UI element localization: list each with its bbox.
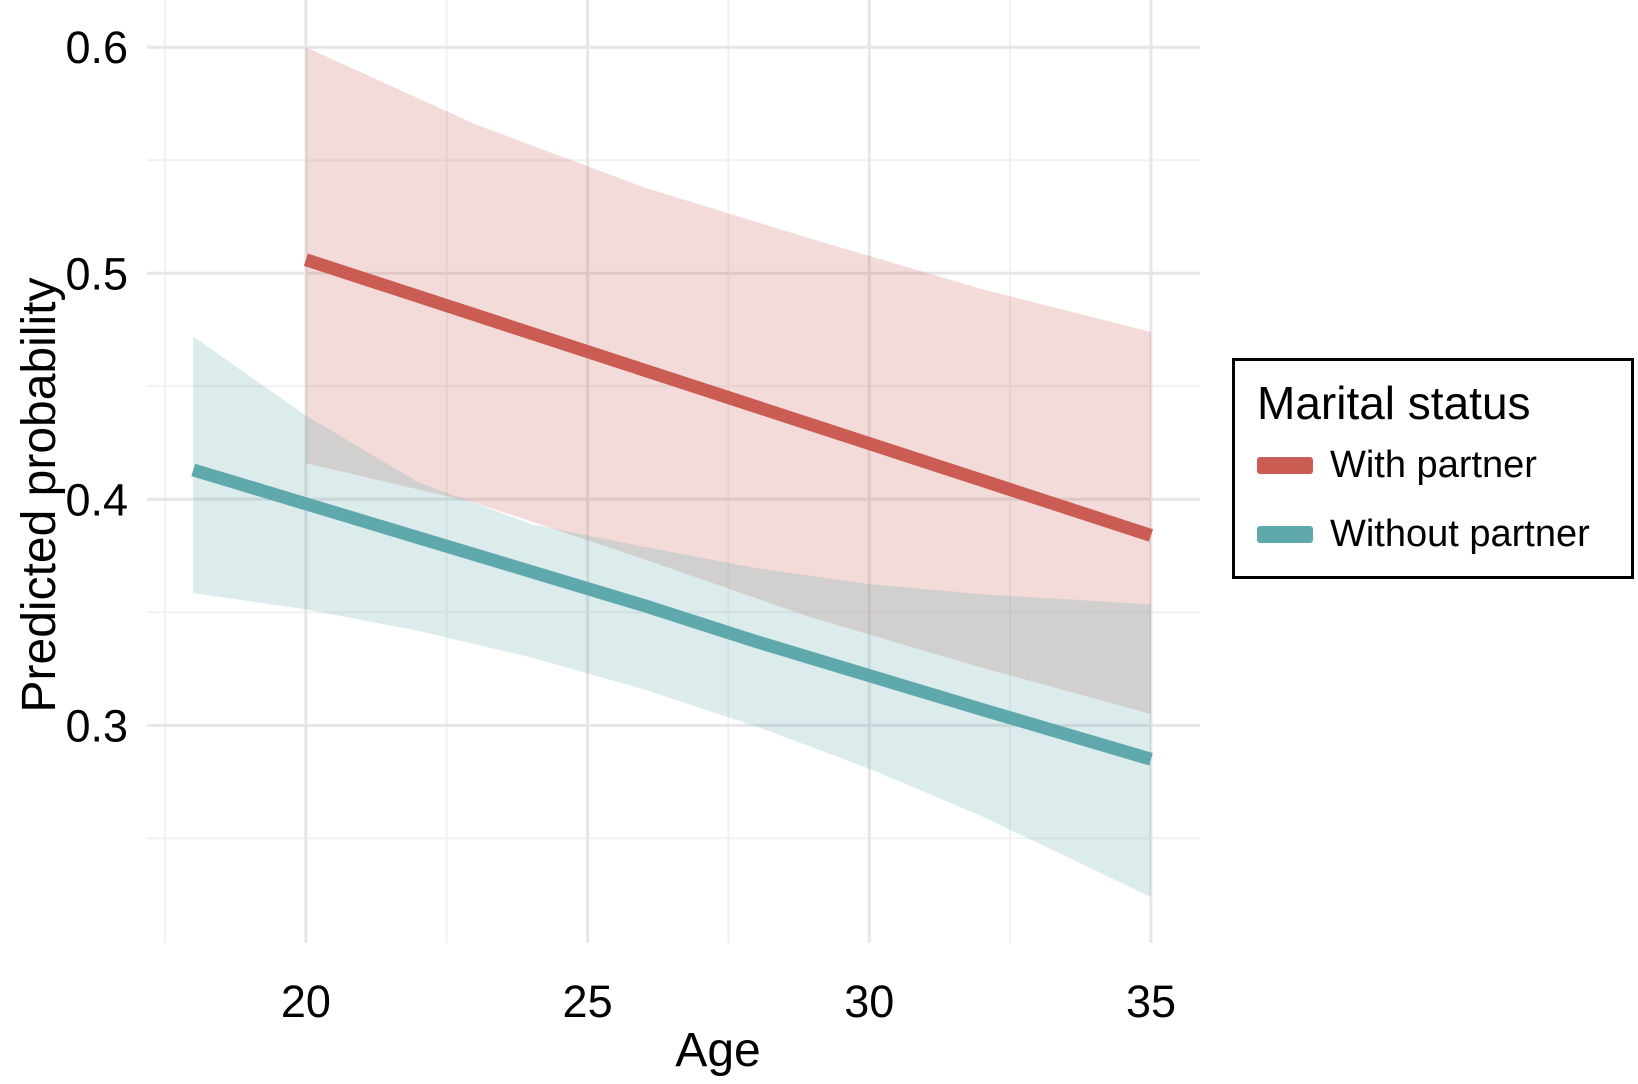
legend-entry-without-partner: Without partner (1257, 512, 1590, 555)
y-tick-label: 0.5 (65, 248, 128, 299)
y-tick-label: 0.4 (65, 474, 128, 525)
x-tick-label: 25 (563, 976, 613, 1027)
ci-ribbon-with-partner (305, 47, 1151, 715)
x-axis-title: Age (675, 1024, 760, 1077)
legend-key-swatch-without-partner (1257, 525, 1313, 543)
legend-entry-with-partner: With partner (1257, 443, 1537, 486)
x-tick-label: 30 (844, 976, 894, 1027)
legend-key-swatch-with-partner (1257, 456, 1313, 474)
y-tick-label: 0.3 (65, 700, 128, 751)
x-tick-label: 20 (281, 976, 331, 1027)
x-tick-label: 35 (1126, 976, 1176, 1027)
y-tick-label: 0.6 (65, 22, 128, 73)
fit-line-without-partner (191, 463, 1153, 766)
legend-title: Marital status (1257, 377, 1531, 429)
fit-line-with-partner (303, 253, 1154, 542)
legend-entry-label: Without partner (1330, 512, 1590, 555)
y-axis-title: Predicted probability (13, 278, 66, 713)
legend-entry-label: With partner (1330, 443, 1537, 486)
legend: Marital status With partner Without partn… (1232, 358, 1634, 579)
